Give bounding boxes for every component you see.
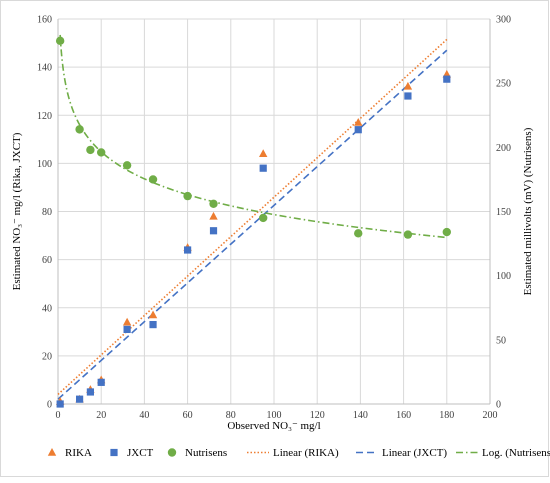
jxct-point — [149, 320, 157, 329]
jxct-point — [209, 227, 218, 235]
y-left-tick-label: 0 — [47, 400, 52, 411]
x-tick-label: 120 — [310, 410, 325, 421]
legend-label: Log. (Nutrisens) — [482, 447, 550, 459]
legend-label: Nutrisens — [185, 447, 227, 459]
data-points — [55, 36, 451, 408]
nutrisens-point — [86, 145, 95, 155]
rika-point — [403, 81, 413, 90]
nutrisens-point — [75, 125, 84, 134]
axis-labels: 0 20 40 60 80 100 120 140 160 180 2000204060801001… — [11, 15, 534, 433]
y-left-tick-label: 40 — [42, 303, 52, 314]
y-left-tick-label: 120 — [37, 111, 52, 122]
x-tick-label: 20 — [96, 410, 106, 421]
rika-point — [354, 117, 363, 126]
nutrisens-point — [97, 148, 106, 157]
x-tick-label: 180 — [439, 410, 454, 421]
jxct-point — [56, 400, 64, 408]
legend-item: RIKA — [47, 447, 92, 459]
jxct-point — [404, 92, 412, 100]
jxct-point — [123, 325, 131, 334]
jxct-point — [354, 126, 362, 134]
y-left-axis-title: Estimated NO₃⁻ mg/l (Rika, JXCT) — [11, 132, 23, 290]
legend-label: RIKA — [65, 447, 92, 459]
jxct-point — [97, 378, 105, 386]
jxct-point — [443, 75, 451, 83]
y-right-tick-label: 100 — [496, 271, 511, 282]
trendline-linear-jxct — [57, 49, 448, 400]
nutrisens-point — [259, 213, 268, 223]
trendline-linear-rika — [57, 38, 448, 395]
nutrisens-point — [183, 191, 192, 201]
jxct-point — [76, 395, 84, 403]
x-axis-title: Observed NO₃⁻ mg/l — [227, 420, 320, 432]
nutrisens-point — [55, 36, 65, 46]
rika-point — [148, 310, 158, 319]
rika-point — [209, 211, 218, 220]
circle-marker-icon — [167, 448, 177, 457]
nutrisens-point — [442, 227, 451, 237]
legend-label: JXCT — [127, 447, 154, 459]
y-left-tick-label: 20 — [42, 351, 52, 362]
legend-label: Linear (JXCT) — [382, 447, 447, 459]
x-tick-label: 60 — [183, 410, 193, 421]
legend-item: Linear (JXCT) — [356, 447, 447, 459]
trendlines — [57, 34, 448, 400]
y-right-tick-label: 250 — [496, 79, 511, 90]
nutrisens-point — [403, 230, 413, 239]
trendline-log-nutrisens — [59, 34, 447, 239]
x-tick-label: 0 — [56, 410, 61, 421]
y-right-tick-label: 150 — [496, 207, 511, 218]
x-tick-label: 80 — [226, 410, 236, 421]
rika-point — [122, 317, 132, 326]
y-left-tick-label: 140 — [37, 63, 52, 74]
y-right-tick-label: 50 — [496, 335, 506, 346]
legend: RIKA JXCT Nutrisens Linear (RIKA) Linear (JX… — [47, 447, 550, 459]
x-tick-label: 160 — [396, 410, 411, 421]
nutrisens-point — [148, 175, 158, 184]
jxct-point — [259, 164, 267, 172]
square-marker-icon — [110, 448, 118, 457]
y-left-tick-label: 100 — [37, 159, 52, 170]
axes — [57, 19, 491, 405]
x-tick-label: 140 — [353, 410, 368, 421]
y-right-tick-label: 200 — [496, 143, 511, 154]
nutrisens-point — [354, 229, 363, 238]
legend-item: JXCT — [110, 447, 154, 459]
y-left-tick-label: 160 — [37, 15, 52, 26]
legend-label: Linear (RIKA) — [273, 447, 339, 459]
jxct-point — [184, 246, 192, 254]
y-right-axis-title: Estimated millivolts (mV) (Nutrisens) — [522, 127, 534, 295]
jxct-point — [86, 388, 94, 396]
y-right-tick-label: 300 — [496, 15, 511, 26]
x-tick-label: 200 — [483, 410, 498, 421]
legend-item: Log. (Nutrisens) — [456, 447, 550, 459]
rika-point — [259, 149, 268, 158]
nutrisens-point — [122, 161, 132, 170]
nutrisens-point — [209, 199, 218, 208]
triangle-marker-icon — [47, 448, 57, 456]
x-tick-label: 100 — [267, 410, 282, 421]
gridlines — [57, 18, 491, 405]
x-tick-label: 40 — [139, 410, 149, 421]
y-right-tick-label: 0 — [496, 400, 501, 411]
y-left-tick-label: 80 — [42, 207, 52, 218]
legend-item: Linear (RIKA) — [247, 447, 339, 459]
legend-item: Nutrisens — [167, 447, 227, 459]
y-left-tick-label: 60 — [42, 255, 52, 266]
